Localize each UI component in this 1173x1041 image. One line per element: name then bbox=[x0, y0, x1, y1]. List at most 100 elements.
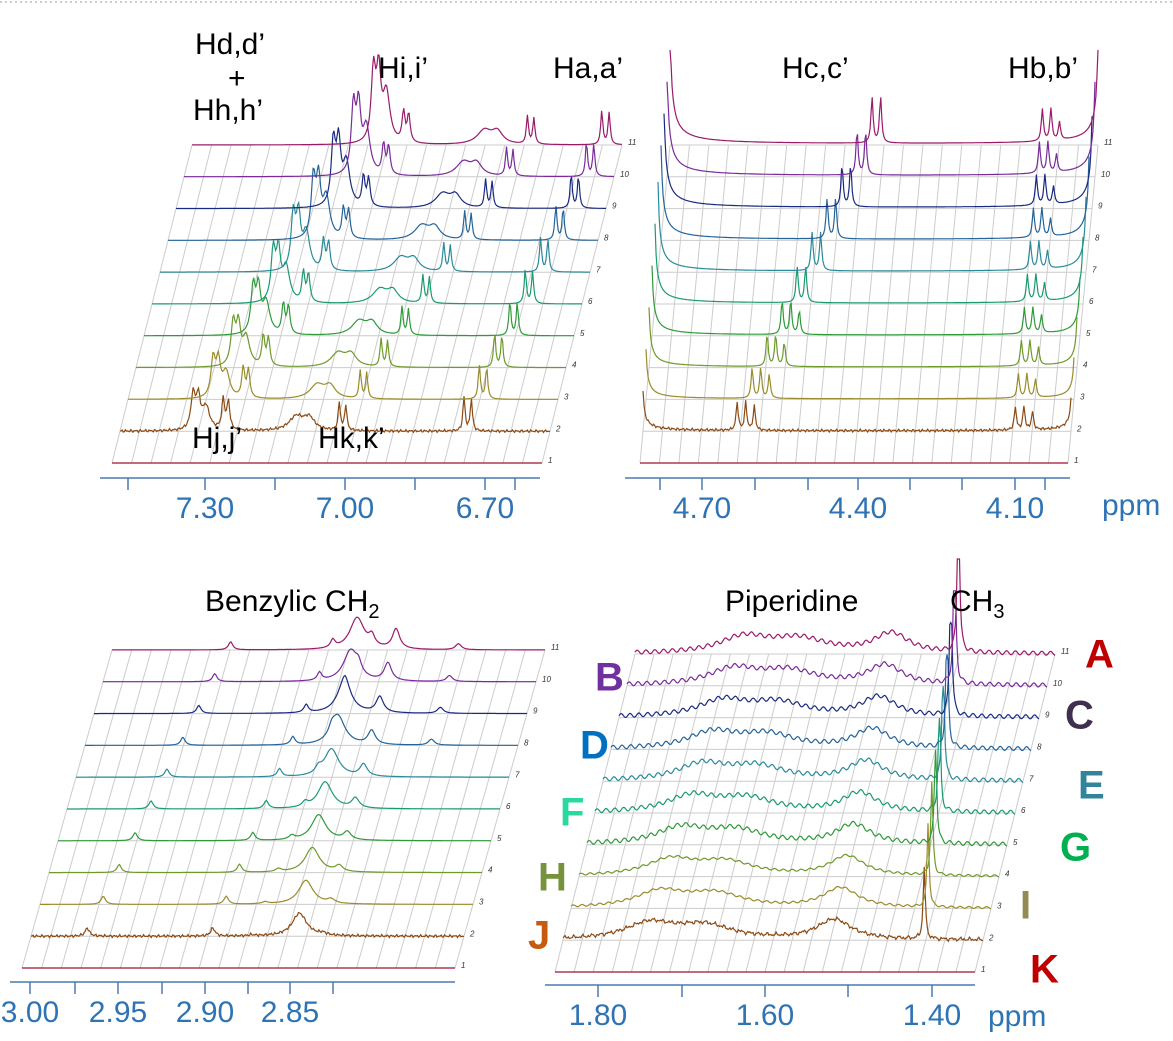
x-tick-label: 4.40 bbox=[829, 492, 887, 525]
label-text: CH bbox=[950, 585, 993, 618]
grid-line bbox=[649, 653, 731, 973]
level-label: 9 bbox=[1045, 711, 1050, 720]
spectrum bbox=[58, 813, 491, 842]
level-label: 11 bbox=[551, 643, 559, 652]
grid-line bbox=[257, 649, 349, 969]
grid-line bbox=[573, 653, 655, 973]
peak-label: Hh,h’ bbox=[193, 94, 263, 127]
spectrum bbox=[168, 164, 598, 241]
level-label: 4 bbox=[1005, 870, 1010, 879]
sample-label: K bbox=[1030, 948, 1059, 992]
grid-line bbox=[840, 653, 922, 973]
peak-label: + bbox=[228, 62, 246, 95]
sample-label: C bbox=[1065, 694, 1094, 738]
grid-line bbox=[1067, 144, 1099, 464]
spectrum bbox=[654, 223, 1084, 304]
grid-line bbox=[853, 144, 885, 464]
grid-line bbox=[892, 144, 924, 464]
level-label: 9 bbox=[612, 202, 617, 211]
grid-line bbox=[783, 653, 865, 973]
grid-line bbox=[802, 653, 884, 973]
grid-line bbox=[795, 144, 827, 464]
level-label: 10 bbox=[542, 675, 551, 684]
level-label: 4 bbox=[572, 361, 577, 370]
peak-label: CH3 bbox=[950, 585, 1004, 623]
x-tick-label: 7.30 bbox=[176, 492, 234, 525]
peak-label: Hk,k’ bbox=[318, 422, 385, 455]
spectrum bbox=[645, 349, 1075, 400]
spectrum bbox=[192, 54, 623, 146]
grid-line bbox=[879, 653, 961, 973]
unit-label: ppm bbox=[988, 1000, 1046, 1033]
spectrum bbox=[642, 391, 1072, 434]
grid-line bbox=[611, 653, 693, 973]
spectrum bbox=[666, 81, 1096, 176]
peak-label: Piperidine bbox=[725, 585, 858, 618]
grid-line bbox=[950, 144, 982, 464]
spectrum bbox=[144, 274, 574, 337]
grid-line bbox=[931, 144, 963, 464]
level-label: 5 bbox=[580, 329, 585, 338]
grid-line bbox=[248, 144, 330, 464]
level-label: 3 bbox=[1080, 393, 1085, 402]
level-label: 7 bbox=[515, 770, 520, 779]
grid-line bbox=[872, 144, 904, 464]
spectrum bbox=[626, 590, 1048, 688]
grid-line bbox=[218, 649, 310, 969]
grid-line bbox=[911, 144, 943, 464]
spectrum bbox=[136, 313, 566, 369]
grid-line bbox=[717, 144, 749, 464]
grid-line bbox=[1028, 144, 1060, 464]
sample-label: H bbox=[538, 856, 567, 900]
peak-label: Hd,d’ bbox=[195, 28, 265, 61]
level-label: 1 bbox=[461, 961, 465, 970]
peak-label: Hi,i’ bbox=[378, 52, 428, 85]
x-tick-label: 2.85 bbox=[261, 996, 319, 1029]
spectrum bbox=[660, 145, 1090, 240]
level-label: 9 bbox=[533, 707, 538, 716]
spectrum bbox=[618, 621, 1040, 720]
level-label: 10 bbox=[620, 170, 629, 179]
x-tick-label: 1.40 bbox=[903, 999, 961, 1032]
level-label: 8 bbox=[1037, 743, 1042, 752]
spectrum bbox=[112, 616, 545, 651]
grid-line bbox=[669, 653, 751, 973]
grid-line bbox=[592, 653, 674, 973]
subscript: 3 bbox=[993, 601, 1004, 623]
level-label: 10 bbox=[1101, 170, 1110, 179]
grid-line bbox=[306, 144, 388, 464]
grid-line bbox=[989, 144, 1021, 464]
level-label: 7 bbox=[1092, 265, 1097, 274]
grid-line bbox=[756, 144, 788, 464]
level-label: 10 bbox=[1053, 679, 1062, 688]
level-label: 3 bbox=[997, 902, 1002, 911]
spectrum bbox=[648, 307, 1078, 368]
level-label: 11 bbox=[628, 138, 636, 147]
grid-line bbox=[688, 653, 770, 973]
grid-line bbox=[736, 144, 768, 464]
sample-label: D bbox=[580, 724, 609, 768]
level-label: 2 bbox=[1076, 424, 1082, 433]
level-label: 6 bbox=[588, 297, 593, 306]
grid-line bbox=[898, 653, 980, 973]
level-label: 5 bbox=[497, 834, 502, 843]
level-label: 3 bbox=[479, 898, 484, 907]
level-label: 4 bbox=[488, 866, 493, 875]
grid-line bbox=[316, 649, 408, 969]
spectrum bbox=[184, 90, 614, 178]
x-tick-label: 7.00 bbox=[316, 492, 374, 525]
x-tick-label: 1.60 bbox=[736, 999, 794, 1032]
spectrum bbox=[651, 265, 1081, 336]
level-label: 1 bbox=[981, 965, 985, 974]
spectrum bbox=[570, 823, 992, 910]
grid-line bbox=[1048, 144, 1080, 464]
grid-line bbox=[238, 649, 329, 969]
level-label: 5 bbox=[1086, 329, 1091, 338]
x-tick-label: 6.70 bbox=[456, 492, 514, 525]
grid-line bbox=[974, 653, 1056, 973]
peak-label: Hj,j’ bbox=[192, 422, 242, 455]
spectrum bbox=[49, 846, 482, 874]
level-label: 11 bbox=[1061, 647, 1069, 656]
grid-line bbox=[267, 144, 349, 464]
level-label: 1 bbox=[1074, 456, 1078, 465]
